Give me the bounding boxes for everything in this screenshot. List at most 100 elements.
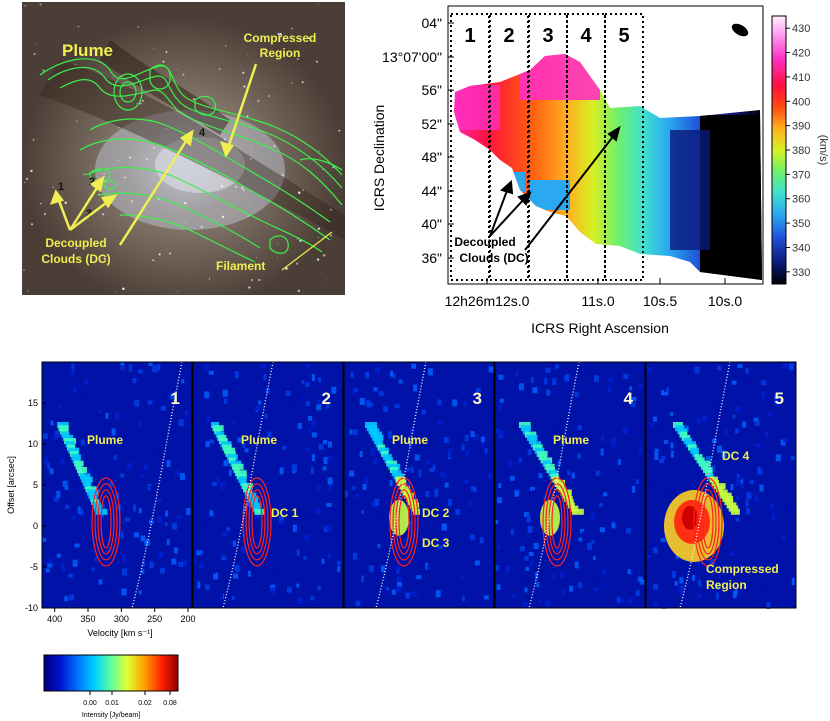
star: [241, 186, 244, 189]
star: [297, 289, 301, 293]
star: [220, 184, 223, 188]
pv-panels: 1 Plume 2 Plume DC 1 3 Plume DC 2 DC 3 4 Plume 5 DC …: [41, 361, 797, 609]
map-y-tick-label: 40": [421, 216, 442, 232]
star: [116, 291, 118, 292]
star: [153, 47, 155, 49]
pv-panel-number: 3: [473, 389, 482, 408]
star: [281, 173, 285, 177]
star: [146, 146, 148, 148]
slit-label-1: 1: [464, 25, 475, 47]
star: [98, 193, 100, 196]
star: [301, 81, 304, 84]
velocity-colorbar-tick: 340: [792, 242, 810, 254]
pv-label: Plume: [241, 433, 277, 447]
star: [166, 128, 167, 130]
pv-label: Compressed: [706, 562, 779, 576]
pv-y-tick-label: 15: [28, 398, 38, 408]
star: [273, 145, 276, 148]
map-x-ticks: 12h26m12s.0 11s.0 10s.5 10s.0: [445, 278, 742, 309]
star: [64, 201, 67, 204]
region-label: Region: [260, 46, 301, 60]
map-y-tick-label: 44": [421, 183, 442, 199]
star: [33, 52, 36, 55]
star: [76, 120, 78, 122]
star: [317, 236, 319, 238]
map-x-tick-label: 12h26m12s.0: [445, 293, 530, 309]
star: [242, 189, 245, 191]
star: [329, 208, 332, 211]
star: [285, 267, 288, 270]
star: [331, 166, 335, 169]
map-clouds-label: Clouds (DC): [459, 251, 528, 265]
arrow-compressed: [226, 63, 258, 149]
clouds-dc-label: Clouds (DC): [41, 252, 110, 266]
star: [137, 26, 139, 28]
pv-x-axis-label: Velocity [km s⁻¹]: [87, 628, 152, 638]
star: [165, 51, 168, 53]
pv-label: Plume: [392, 433, 428, 447]
pv-diagram-row: Offset [arcsec] 1 Plume 2 Plume DC 1 3 Plume DC…: [6, 361, 797, 638]
star: [32, 138, 35, 141]
pv-panel-number: 1: [171, 389, 180, 408]
star: [77, 25, 80, 28]
star: [23, 181, 26, 183]
star: [103, 257, 106, 260]
pv-panel-number: 5: [775, 389, 784, 408]
star: [43, 213, 46, 215]
star: [23, 269, 25, 271]
map-y-tick-label: 13°07'00": [382, 49, 442, 65]
velocity-colorbar-ticks: 430 420 410 400 390 380 370 360 350 340 330: [786, 23, 810, 279]
velocity-colorbar-label: (km/s): [817, 135, 829, 166]
star: [291, 82, 293, 84]
map-arrows: [489, 125, 621, 251]
velocity-colorbar: [771, 15, 787, 285]
star: [246, 115, 249, 118]
star: [31, 223, 33, 226]
star: [118, 159, 120, 162]
star: [208, 278, 211, 280]
star: [250, 158, 252, 160]
star: [193, 227, 196, 229]
map-x-axis-label: ICRS Right Ascension: [531, 320, 669, 336]
star: [158, 253, 161, 256]
intensity-tick-label: 0.00: [83, 700, 97, 707]
dc-number-1: 1: [58, 181, 64, 193]
star: [35, 42, 37, 44]
pv-y-tick-label: 10: [28, 439, 38, 449]
star: [221, 215, 225, 218]
star: [27, 290, 29, 292]
slit-label-2: 2: [503, 25, 514, 47]
star: [296, 262, 299, 265]
arrow-dc4: [118, 137, 190, 246]
star: [130, 200, 133, 203]
pv-label: Region: [706, 578, 747, 592]
star: [316, 258, 320, 261]
intensity-colorbar-ticks: 0.00 0.01 0.02 0.08: [83, 691, 177, 707]
velocity-colorbar-tick: 370: [792, 169, 810, 181]
star: [63, 48, 65, 50]
star: [40, 202, 42, 205]
star: [90, 166, 92, 168]
intensity-tick-label: 0.02: [138, 700, 152, 707]
pv-label: DC 1: [271, 506, 299, 520]
galaxy-photo-panel: Plume Compressed Region Decoupled Clouds…: [22, 2, 345, 295]
velocity-colorbar-tick: 360: [792, 194, 810, 206]
pv-x-tick-label: 300: [114, 614, 129, 624]
star: [162, 60, 165, 63]
map-y-axis-label: ICRS Declination: [371, 105, 387, 212]
star: [24, 5, 27, 7]
star: [103, 172, 105, 175]
star: [251, 147, 253, 149]
star: [146, 158, 149, 161]
star: [279, 32, 282, 36]
star: [291, 27, 293, 30]
map-y-ticks: 04" 13°07'00" 56" 52" 48" 44" 40" 36": [382, 15, 454, 266]
slit-label-3: 3: [542, 25, 553, 47]
star: [235, 185, 238, 188]
star: [169, 252, 171, 255]
map-y-tick-label: 04": [421, 15, 442, 31]
co-contours: [39, 58, 343, 263]
intensity-tick-label: 0.08: [163, 700, 177, 707]
pv-y-tick-label: 0: [33, 521, 38, 531]
